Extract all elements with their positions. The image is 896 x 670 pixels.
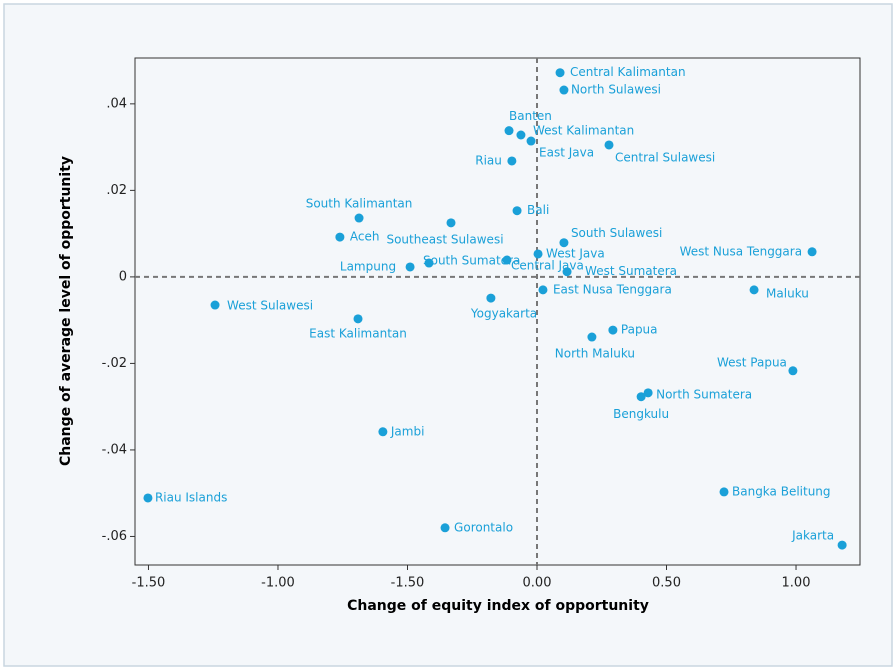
point: [378, 427, 388, 437]
plot-area: [134, 57, 861, 566]
point-label: East Java: [539, 146, 594, 160]
point-label: Jakarta: [791, 529, 834, 543]
point: [526, 136, 536, 146]
point: [749, 285, 759, 295]
point: [719, 487, 729, 497]
x-tick-label: 0.00: [523, 576, 552, 591]
point-label: Central Sulawesi: [615, 150, 715, 164]
point: [559, 85, 569, 95]
point-label: South Sumatera: [423, 254, 520, 268]
y-axis-title: Change of average level of opportunity: [58, 156, 74, 466]
y-tick-label: -.06: [102, 529, 127, 544]
point: [512, 206, 522, 216]
point: [643, 388, 653, 398]
point-label: West Sulawesi: [227, 299, 313, 313]
point-label: Banten: [509, 109, 552, 123]
point: [538, 285, 548, 295]
point: [507, 156, 517, 166]
point-label: Lampung: [340, 259, 396, 273]
point: [636, 392, 646, 402]
point: [440, 523, 450, 533]
x-tick-label: -1.00: [261, 576, 295, 591]
point: [516, 130, 526, 140]
point: [604, 140, 614, 150]
point: [424, 258, 434, 268]
point-label: North Sumatera: [656, 387, 752, 401]
point-label: North Maluku: [555, 347, 635, 361]
point-label: Papua: [621, 323, 658, 337]
point-label: West Nusa Tenggara: [680, 244, 802, 258]
point: [837, 540, 847, 550]
point-label: Central Kalimantan: [570, 65, 686, 79]
point: [788, 366, 798, 376]
y-tick-label: -.02: [102, 356, 127, 371]
point-label: Aceh: [350, 230, 380, 244]
point-label: Central Java: [511, 259, 584, 273]
y-tick-label: .04: [106, 96, 127, 111]
point-label: Riau: [475, 153, 502, 167]
point-label: West Kalimantan: [533, 124, 634, 138]
point-label: West Java: [546, 246, 605, 260]
point: [405, 262, 415, 272]
point: [587, 332, 597, 342]
point: [608, 325, 618, 335]
point-label: East Kalimantan: [309, 326, 407, 340]
point-label: Southeast Sulawesi: [386, 232, 503, 246]
point-label: Maluku: [766, 286, 809, 300]
x-tick-label: -1.50: [391, 576, 425, 591]
point: [210, 300, 220, 310]
point-label: Gorontalo: [454, 520, 513, 534]
x-tick-label: 0.50: [652, 576, 681, 591]
point: [807, 247, 817, 257]
point-label: West Sumatera: [585, 264, 677, 278]
x-tick-label: 1.00: [782, 576, 811, 591]
point-label: West Papua: [717, 355, 787, 369]
point-label: Bangka Belitung: [732, 484, 831, 498]
point-label: Bali: [527, 203, 549, 217]
point: [562, 267, 572, 277]
point: [446, 218, 456, 228]
point-label: North Sulawesi: [571, 83, 661, 97]
point: [559, 238, 569, 248]
point: [486, 293, 496, 303]
point-label: Riau Islands: [155, 490, 227, 504]
point-label: Jambi: [390, 424, 425, 438]
x-axis-title: Change of equity index of opportunity: [347, 598, 649, 614]
point: [353, 314, 363, 324]
point-label: South Sulawesi: [571, 226, 662, 240]
y-tick-label: 0: [119, 269, 127, 284]
point: [354, 213, 364, 223]
point-label: South Kalimantan: [306, 197, 413, 211]
point-label: Yogyakarta: [470, 307, 537, 321]
point: [504, 126, 514, 136]
point: [143, 493, 153, 503]
point-label: Bengkulu: [613, 407, 669, 421]
y-tick-label: .02: [106, 183, 127, 198]
point: [533, 249, 543, 259]
x-tick-label: -1.50: [132, 576, 166, 591]
point: [502, 255, 512, 265]
point: [335, 232, 345, 242]
point: [555, 68, 565, 78]
point-label: East Nusa Tenggara: [553, 282, 672, 296]
y-tick-label: -.04: [102, 442, 127, 457]
